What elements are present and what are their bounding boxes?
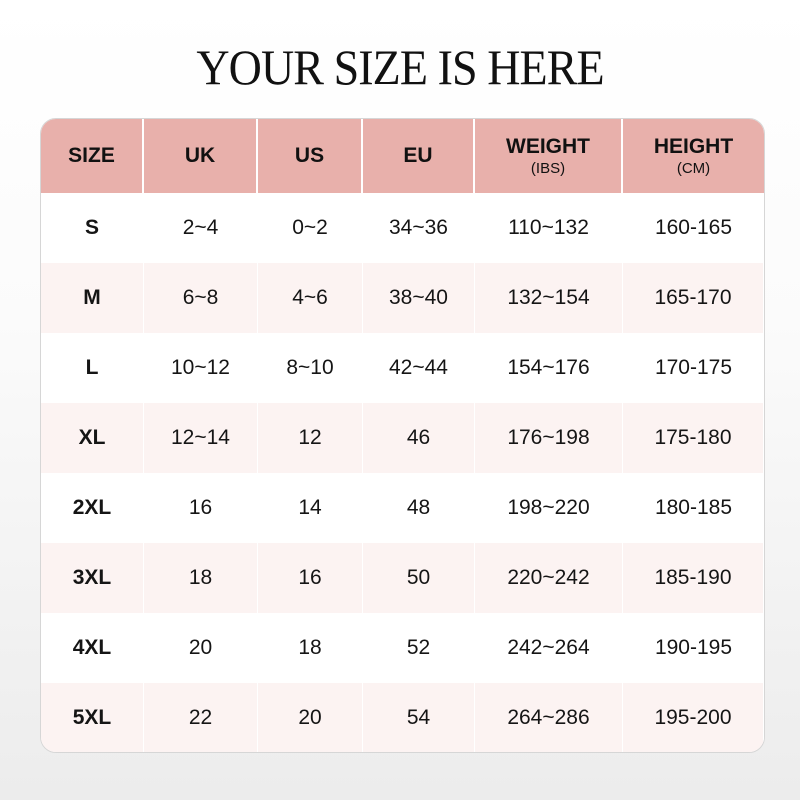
- table-cell: 264~286: [475, 683, 623, 752]
- table-cell: 12: [258, 403, 363, 473]
- table-cell: 48: [363, 473, 475, 543]
- table-cell: 176~198: [475, 403, 623, 473]
- table-cell: 20: [258, 683, 363, 752]
- size-label-cell: 4XL: [41, 613, 144, 683]
- table-cell: 242~264: [475, 613, 623, 683]
- table-cell: 18: [144, 543, 258, 613]
- column-header-unit: (IBS): [530, 160, 566, 177]
- table-header: SIZE UK US EU WEIGHT (IBS) HEIGHT (CM): [41, 119, 764, 193]
- column-header-label: EU: [403, 144, 433, 167]
- column-header-label: UK: [184, 144, 216, 167]
- table-cell: 46: [363, 403, 475, 473]
- column-header-label: HEIGHT: [653, 135, 734, 158]
- column-header: US: [258, 119, 363, 193]
- table-cell: 38~40: [363, 263, 475, 333]
- size-label-cell: S: [41, 193, 144, 263]
- table-row: 5XL 22 20 54 264~286 195-200: [41, 683, 764, 752]
- table-cell: 18: [258, 613, 363, 683]
- table-cell: 8~10: [258, 333, 363, 403]
- size-label-cell: 3XL: [41, 543, 144, 613]
- size-label-cell: 5XL: [41, 683, 144, 752]
- column-header-label: US: [294, 144, 325, 167]
- table-row: 4XL 20 18 52 242~264 190-195: [41, 613, 764, 683]
- table-cell: 198~220: [475, 473, 623, 543]
- table-cell: 170-175: [654, 356, 733, 379]
- size-label-cell: M: [41, 263, 144, 333]
- column-header-label: WEIGHT: [506, 135, 590, 158]
- table-cell: 10~12: [144, 333, 258, 403]
- table-row: 3XL 18 16 50 220~242 185-190: [41, 543, 764, 613]
- table-cell: 16: [144, 473, 258, 543]
- table-row: M 6~8 4~6 38~40 132~154 165-170: [41, 263, 764, 333]
- table-cell: 50: [363, 543, 475, 613]
- table-cell: 16: [258, 543, 363, 613]
- table-cell: 54: [363, 683, 475, 752]
- column-header-label: SIZE: [68, 144, 115, 167]
- table-cell: 20: [144, 613, 258, 683]
- table-cell: 14: [258, 473, 363, 543]
- table-cell: 52: [363, 613, 475, 683]
- table-cell: 160-165: [654, 216, 733, 239]
- table-cell: 185-190: [623, 543, 764, 613]
- size-label-cell: 2XL: [41, 473, 144, 543]
- table-cell: 42~44: [363, 333, 475, 403]
- table-row: L 10~12 8~10 42~44 154~176 170-175: [41, 333, 764, 403]
- table-cell: 154~176: [475, 333, 623, 403]
- table-cell: 0~2: [258, 193, 363, 263]
- table-cell: 6~8: [144, 263, 258, 333]
- table-row: 2XL 16 14 48 198~220 180-185: [41, 473, 764, 543]
- table-row: S 2~4 0~2 34~36 110~132 160-165: [41, 193, 764, 263]
- size-label-cell: XL: [41, 403, 144, 473]
- table-cell: 22: [144, 683, 258, 752]
- table-cell: 4~6: [258, 263, 363, 333]
- size-label-cell: L: [41, 333, 144, 403]
- table-cell: 190-195: [654, 636, 733, 659]
- table-cell: 2~4: [144, 193, 258, 263]
- table-row: XL 12~14 12 46 176~198 175-180: [41, 403, 764, 473]
- column-header: EU: [363, 119, 475, 193]
- table-cell: 175-180: [623, 403, 764, 473]
- table-cell: 165-170: [623, 263, 764, 333]
- table-cell: 180-185: [654, 496, 733, 519]
- page-title: YOUR SIZE IS HERE: [196, 39, 604, 95]
- table-cell: 110~132: [475, 193, 623, 263]
- column-header: HEIGHT (CM): [623, 119, 764, 193]
- column-header-unit: (CM): [676, 160, 711, 177]
- table-cell: 220~242: [475, 543, 623, 613]
- size-chart-table: SIZE UK US EU WEIGHT (IBS) HEIGHT (CM) S 2~4 0~2 3…: [40, 118, 765, 753]
- table-cell: 132~154: [475, 263, 623, 333]
- column-header: SIZE: [41, 119, 144, 193]
- table-cell: 195-200: [623, 683, 764, 752]
- table-cell: 34~36: [363, 193, 475, 263]
- column-header: UK: [144, 119, 258, 193]
- column-header: WEIGHT (IBS): [475, 119, 623, 193]
- table-cell: 12~14: [144, 403, 258, 473]
